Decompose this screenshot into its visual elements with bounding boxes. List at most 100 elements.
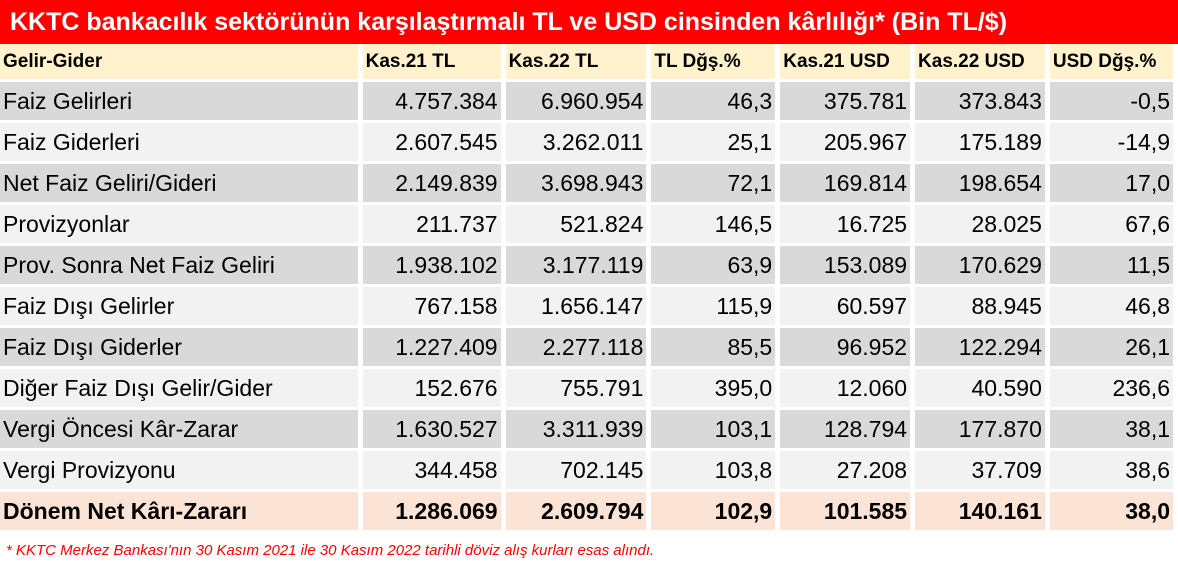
value-cell: 128.794 — [780, 410, 911, 451]
value-cell: 28.025 — [915, 205, 1045, 246]
column-header-gelir-gider: Gelir-Gider — [0, 44, 358, 82]
value-cell: 67,6 — [1049, 205, 1173, 246]
table-row: Vergi Öncesi Kâr-Zarar 1.630.527 3.311.939… — [0, 410, 1173, 451]
value-cell: 2.149.839 — [362, 164, 501, 205]
footnote: * KKTC Merkez Bankası'nın 30 Kasım 2021 … — [6, 542, 655, 559]
value-cell: 16.725 — [780, 205, 911, 246]
column-header-tl-degisim: TL Dğş.% — [651, 44, 776, 82]
value-cell: 25,1 — [651, 123, 776, 164]
value-cell: 395,0 — [651, 369, 776, 410]
value-cell: 2.607.545 — [362, 123, 501, 164]
row-label-cell: Prov. Sonra Net Faiz Geliri — [0, 246, 358, 287]
value-cell: 38,6 — [1049, 451, 1173, 492]
value-cell: 4.757.384 — [362, 82, 501, 123]
value-cell: 88.945 — [915, 287, 1045, 328]
column-header-kas21-usd: Kas.21 USD — [780, 44, 911, 82]
value-cell: 1.227.409 — [362, 328, 501, 369]
table-row: Vergi Provizyonu 344.458 702.145 103,8 27.20… — [0, 451, 1173, 492]
value-cell: 63,9 — [651, 246, 776, 287]
row-label-cell: Diğer Faiz Dışı Gelir/Gider — [0, 369, 358, 410]
row-label-cell: Faiz Gelirleri — [0, 82, 358, 123]
value-cell: 6.960.954 — [505, 82, 647, 123]
table-row: Prov. Sonra Net Faiz Geliri 1.938.102 3.17… — [0, 246, 1173, 287]
row-label-cell: Net Faiz Geliri/Gideri — [0, 164, 358, 205]
value-cell: 153.089 — [780, 246, 911, 287]
value-cell: 169.814 — [780, 164, 911, 205]
header-row: Gelir-Gider Kas.21 TL Kas.22 TL TL Dğş.%… — [0, 44, 1173, 82]
value-cell: 521.824 — [505, 205, 647, 246]
value-cell: 3.698.943 — [505, 164, 647, 205]
value-cell: 102,9 — [651, 492, 776, 533]
total-row: Dönem Net Kârı-Zararı 1.286.069 2.609.794 1… — [0, 492, 1173, 533]
column-header-kas22-tl: Kas.22 TL — [505, 44, 647, 82]
table-row: Provizyonlar 211.737 521.824 146,5 16.725 28.… — [0, 205, 1173, 246]
value-cell: 205.967 — [780, 123, 911, 164]
value-cell: 755.791 — [505, 369, 647, 410]
value-cell: 72,1 — [651, 164, 776, 205]
row-label-cell: Vergi Provizyonu — [0, 451, 358, 492]
value-cell: 38,1 — [1049, 410, 1173, 451]
value-cell: 38,0 — [1049, 492, 1173, 533]
value-cell: 177.870 — [915, 410, 1045, 451]
value-cell: 2.609.794 — [505, 492, 647, 533]
value-cell: 1.630.527 — [362, 410, 501, 451]
value-cell: 140.161 — [915, 492, 1045, 533]
row-label-cell: Vergi Öncesi Kâr-Zarar — [0, 410, 358, 451]
column-header-usd-degisim: USD Dğş.% — [1049, 44, 1173, 82]
table-row: Diğer Faiz Dışı Gelir/Gider 152.676 755.79… — [0, 369, 1173, 410]
value-cell: 3.262.011 — [505, 123, 647, 164]
value-cell: 236,6 — [1049, 369, 1173, 410]
value-cell: 170.629 — [915, 246, 1045, 287]
value-cell: 3.177.119 — [505, 246, 647, 287]
value-cell: 175.189 — [915, 123, 1045, 164]
value-cell: 1.938.102 — [362, 246, 501, 287]
value-cell: 146,5 — [651, 205, 776, 246]
profitability-table: Gelir-Gider Kas.21 TL Kas.22 TL TL Dğş.%… — [0, 44, 1178, 533]
value-cell: 27.208 — [780, 451, 911, 492]
column-header-kas22-usd: Kas.22 USD — [915, 44, 1045, 82]
value-cell: -0,5 — [1049, 82, 1173, 123]
value-cell: 198.654 — [915, 164, 1045, 205]
value-cell: 12.060 — [780, 369, 911, 410]
value-cell: 17,0 — [1049, 164, 1173, 205]
value-cell: 103,8 — [651, 451, 776, 492]
value-cell: 1.656.147 — [505, 287, 647, 328]
table-title: KKTC bankacılık sektörünün karşılaştırma… — [0, 0, 1178, 44]
value-cell: 37.709 — [915, 451, 1045, 492]
table-row: Faiz Dışı Gelirler 767.158 1.656.147 115,9 6… — [0, 287, 1173, 328]
value-cell: 702.145 — [505, 451, 647, 492]
value-cell: 103,1 — [651, 410, 776, 451]
value-cell: 1.286.069 — [362, 492, 501, 533]
table-body: Faiz Gelirleri 4.757.384 6.960.954 46,3 375.… — [0, 82, 1173, 533]
row-label-cell: Dönem Net Kârı-Zararı — [0, 492, 358, 533]
row-label-cell: Faiz Dışı Gelirler — [0, 287, 358, 328]
table-row: Faiz Giderleri 2.607.545 3.262.011 25,1 205.… — [0, 123, 1173, 164]
value-cell: 96.952 — [780, 328, 911, 369]
value-cell: 3.311.939 — [505, 410, 647, 451]
value-cell: 60.597 — [780, 287, 911, 328]
table-row: Net Faiz Geliri/Gideri 2.149.839 3.698.943… — [0, 164, 1173, 205]
column-header-kas21-tl: Kas.21 TL — [362, 44, 501, 82]
value-cell: 26,1 — [1049, 328, 1173, 369]
table-row: Faiz Gelirleri 4.757.384 6.960.954 46,3 375.… — [0, 82, 1173, 123]
value-cell: 46,8 — [1049, 287, 1173, 328]
row-label-cell: Faiz Dışı Giderler — [0, 328, 358, 369]
value-cell: 767.158 — [362, 287, 501, 328]
table-row: Faiz Dışı Giderler 1.227.409 2.277.118 85,5… — [0, 328, 1173, 369]
row-label-cell: Provizyonlar — [0, 205, 358, 246]
value-cell: -14,9 — [1049, 123, 1173, 164]
value-cell: 152.676 — [362, 369, 501, 410]
value-cell: 101.585 — [780, 492, 911, 533]
value-cell: 375.781 — [780, 82, 911, 123]
value-cell: 211.737 — [362, 205, 501, 246]
value-cell: 115,9 — [651, 287, 776, 328]
value-cell: 11,5 — [1049, 246, 1173, 287]
value-cell: 373.843 — [915, 82, 1045, 123]
value-cell: 2.277.118 — [505, 328, 647, 369]
value-cell: 122.294 — [915, 328, 1045, 369]
row-label-cell: Faiz Giderleri — [0, 123, 358, 164]
value-cell: 40.590 — [915, 369, 1045, 410]
value-cell: 46,3 — [651, 82, 776, 123]
value-cell: 344.458 — [362, 451, 501, 492]
value-cell: 85,5 — [651, 328, 776, 369]
